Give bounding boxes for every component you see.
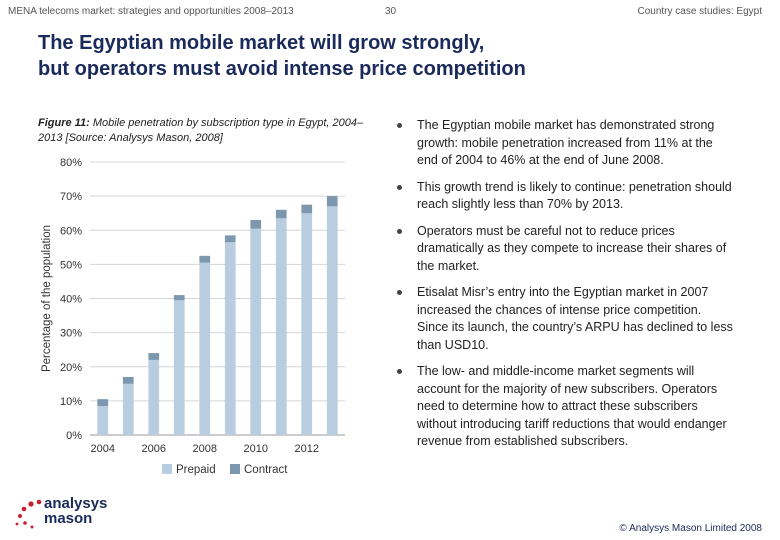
y-tick-label: 10% <box>60 396 82 408</box>
bullet-text: The Egyptian mobile market has demonstra… <box>417 118 715 167</box>
bullet-item: This growth trend is likely to continue:… <box>393 179 733 214</box>
bullet-text: This growth trend is likely to continue:… <box>417 179 732 212</box>
bar-contract <box>173 295 185 301</box>
bar-prepaid <box>97 405 109 435</box>
bullet-item: The low- and middle-income market segmen… <box>393 363 733 451</box>
bar-contract <box>224 235 236 243</box>
bar-contract <box>199 255 211 263</box>
x-tick-label: 2008 <box>193 443 217 455</box>
bar-contract <box>122 376 134 384</box>
legend-label: Prepaid <box>176 464 216 476</box>
bullet-text: The low- and middle-income market segmen… <box>417 364 727 448</box>
bullet-item: Operators must be careful not to reduce … <box>393 223 733 276</box>
header-section-title: Country case studies: Egypt <box>637 6 762 17</box>
header-document-title: MENA telecoms market: strategies and opp… <box>8 6 294 17</box>
bar-contract <box>250 220 262 229</box>
logo-wordmark: analysys mason <box>44 496 107 526</box>
figure-label: Figure 11: <box>38 117 90 129</box>
bullet-text: Operators must be careful not to reduce … <box>417 223 727 273</box>
bar-contract <box>301 204 313 214</box>
copyright-notice: © Analysys Mason Limited 2008 <box>619 523 762 534</box>
bullet-item: The Egyptian mobile market has demonstra… <box>393 117 733 170</box>
page-title: The Egyptian mobile market will grow str… <box>38 30 758 82</box>
x-tick-label: 2010 <box>244 443 268 455</box>
y-tick-label: 50% <box>60 259 82 271</box>
bar-prepaid <box>122 383 134 435</box>
logo-line2: mason <box>44 510 93 527</box>
bar-prepaid <box>275 218 287 435</box>
y-tick-label: 80% <box>60 157 82 169</box>
bar-prepaid <box>250 228 262 435</box>
figure-caption: Figure 11: Mobile penetration by subscri… <box>38 116 378 146</box>
x-tick-label: 2012 <box>295 443 319 455</box>
bullet-dot-icon <box>397 290 402 295</box>
bullet-list: The Egyptian mobile market has demonstra… <box>393 117 733 460</box>
y-tick-label: 30% <box>60 328 82 340</box>
page-title-line2: but operators must avoid intense price c… <box>38 58 526 80</box>
bullet-dot-icon <box>397 228 402 234</box>
legend-swatch <box>162 464 172 474</box>
logo-line1: analysys <box>44 495 108 512</box>
bar-prepaid <box>224 242 236 435</box>
y-tick-label: 20% <box>60 362 82 374</box>
bar-contract <box>275 209 287 219</box>
y-tick-label: 60% <box>60 225 82 237</box>
bullet-text: Etisalat Misr’s entry into the Egyptian … <box>417 285 733 352</box>
bar-contract <box>97 399 109 406</box>
figure-caption-text: Mobile penetration by subscription type … <box>38 117 364 144</box>
bar-prepaid <box>326 206 338 435</box>
bullet-item: Etisalat Misr’s entry into the Egyptian … <box>393 284 733 354</box>
legend-swatch <box>230 464 240 474</box>
bar-prepaid <box>173 300 185 435</box>
y-tick-label: 0% <box>66 430 82 442</box>
y-axis-label: Percentage of the population <box>41 225 53 372</box>
bar-contract <box>148 353 160 360</box>
x-tick-label: 2004 <box>91 443 115 455</box>
bar-prepaid <box>301 213 313 435</box>
bullet-dot-icon <box>397 369 402 374</box>
bar-prepaid <box>199 262 211 435</box>
x-tick-label: 2006 <box>142 443 166 455</box>
y-tick-label: 40% <box>60 294 82 306</box>
bar-prepaid <box>148 359 160 435</box>
y-tick-label: 70% <box>60 191 82 203</box>
page-number: 30 <box>385 6 397 17</box>
bullet-dot-icon <box>397 123 402 128</box>
bullet-dot-icon <box>397 184 402 190</box>
page-title-line1: The Egyptian mobile market will grow str… <box>38 32 485 54</box>
analysys-mason-logo-icon <box>15 499 42 529</box>
penetration-chart: 0% 10% 20% 30% 40% 50% 60% 70% 80% Percentage of … <box>41 157 345 476</box>
bar-contract <box>326 196 338 207</box>
legend-label: Contract <box>244 464 288 476</box>
